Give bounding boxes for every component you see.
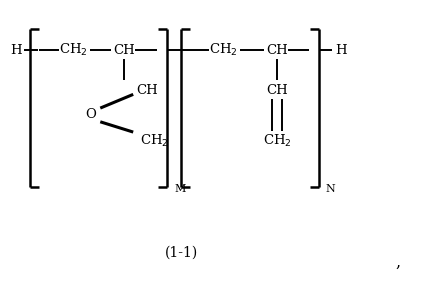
Text: H: H: [10, 44, 22, 57]
Text: CH$_2$: CH$_2$: [263, 133, 291, 149]
Text: CH: CH: [136, 84, 158, 97]
Text: CH$_2$: CH$_2$: [59, 42, 88, 58]
Text: CH: CH: [266, 44, 288, 57]
Text: (1-1): (1-1): [165, 246, 198, 260]
Text: H: H: [335, 44, 347, 57]
Text: N: N: [326, 184, 336, 194]
Text: ,: ,: [396, 254, 401, 271]
Text: CH: CH: [113, 44, 135, 57]
Text: CH$_2$: CH$_2$: [209, 42, 238, 58]
Text: O: O: [85, 108, 96, 121]
Text: CH$_2$: CH$_2$: [140, 133, 168, 149]
Text: CH: CH: [266, 84, 288, 97]
Text: M: M: [174, 184, 186, 194]
